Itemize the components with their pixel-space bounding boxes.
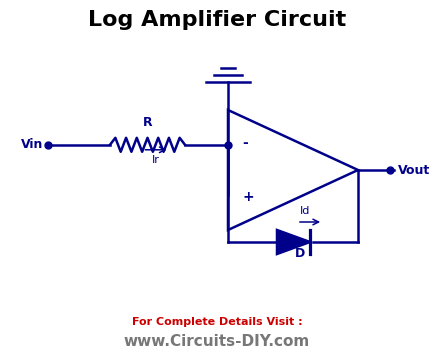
Text: Vout: Vout xyxy=(398,163,430,176)
Polygon shape xyxy=(277,230,310,254)
Text: D: D xyxy=(295,247,305,260)
Text: Ir: Ir xyxy=(151,155,159,165)
Text: Id: Id xyxy=(300,206,310,216)
Text: Log Amplifier Circuit: Log Amplifier Circuit xyxy=(88,10,346,30)
Text: For Complete Details Visit :: For Complete Details Visit : xyxy=(132,317,302,327)
Text: R: R xyxy=(143,116,152,129)
Text: www.Circuits-DIY.com: www.Circuits-DIY.com xyxy=(124,334,310,350)
Text: +: + xyxy=(242,190,253,204)
Text: Vin: Vin xyxy=(21,138,43,151)
Text: -: - xyxy=(242,136,248,150)
